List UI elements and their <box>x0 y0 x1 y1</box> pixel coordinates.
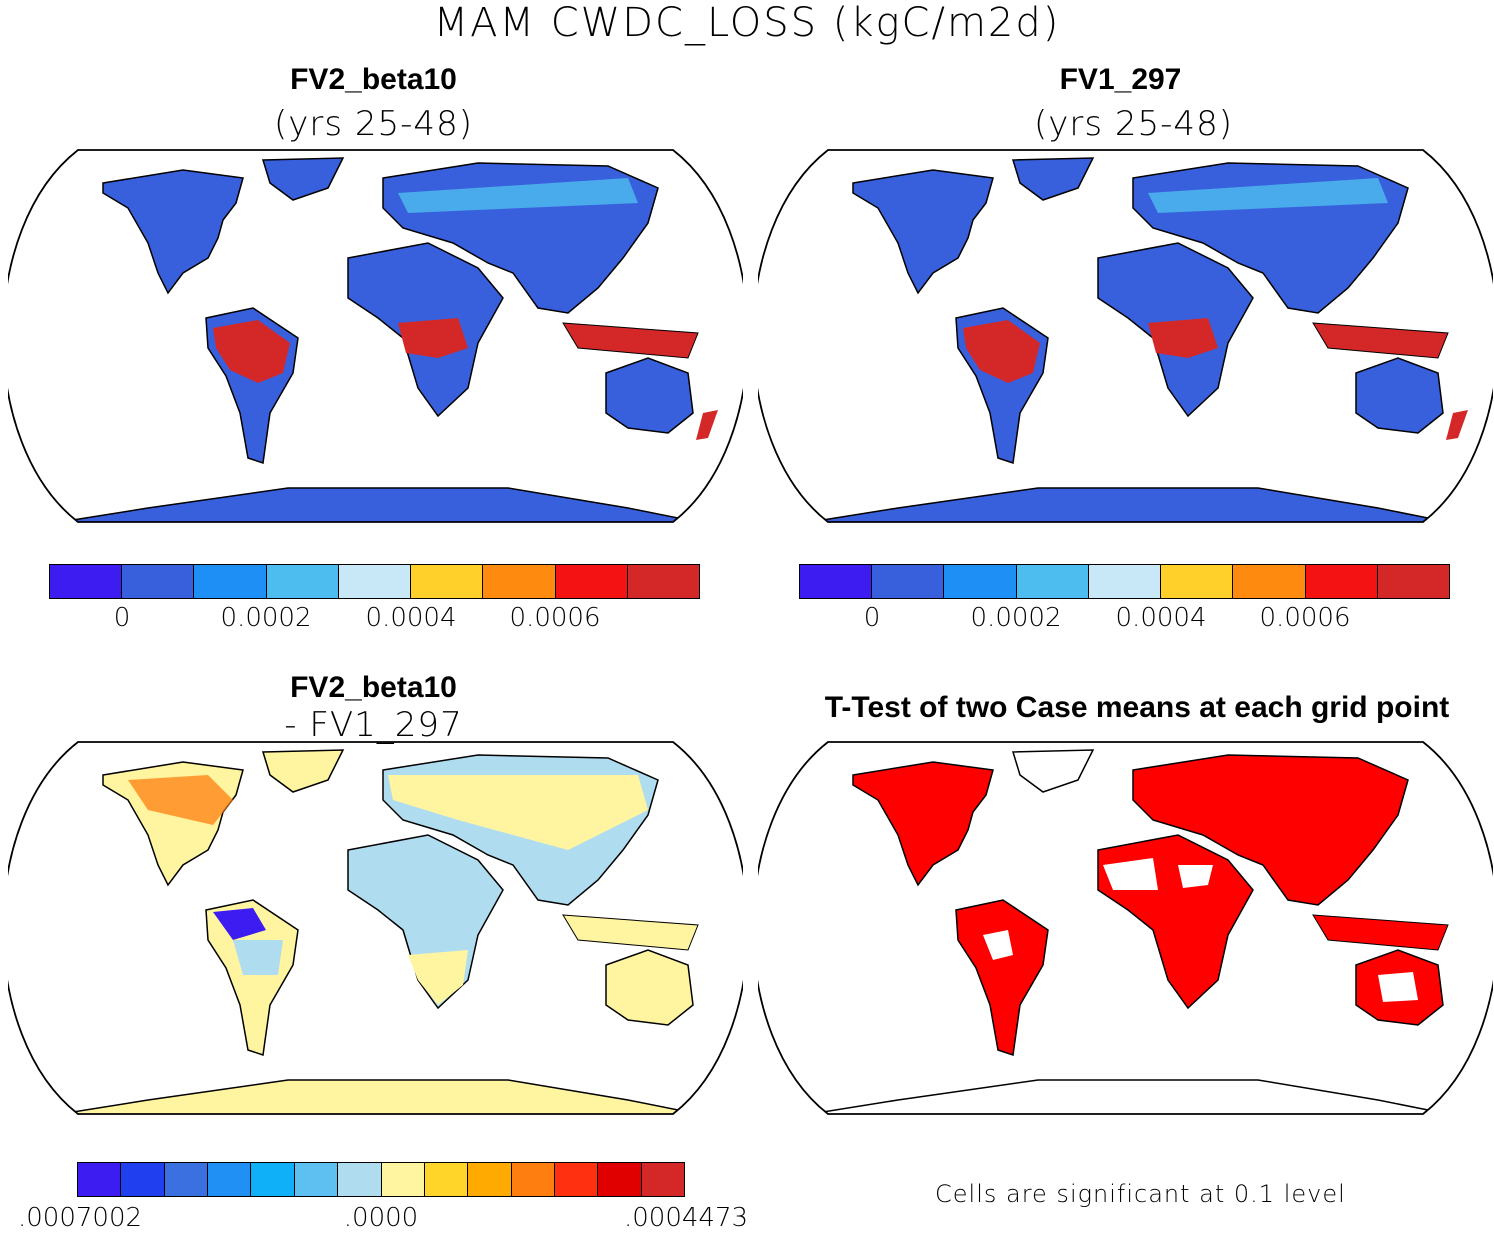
colorbar-tick-label: 0.0002 <box>220 603 312 633</box>
colorbar-swatch <box>1377 565 1449 598</box>
colorbar-swatch <box>164 1163 209 1196</box>
panel3-title: FV2_beta10 <box>290 671 457 704</box>
panel2-land <box>797 157 1468 522</box>
panel3-colorbar <box>77 1162 685 1197</box>
colorbar-swatch <box>208 1163 252 1196</box>
panel2-subtitle: (yrs 25-48) <box>1034 104 1233 144</box>
colorbar-swatch <box>944 565 1017 598</box>
colorbar-swatch <box>800 565 873 598</box>
colorbar-swatch <box>294 1163 339 1196</box>
panel2-colorbar <box>799 564 1450 599</box>
colorbar-swatch <box>1161 565 1234 598</box>
panel4-land <box>797 749 1459 1114</box>
colorbar-tick-label: 0 <box>113 603 131 633</box>
panel3-subtitle: - FV1_297 <box>284 705 463 745</box>
panel4-map <box>758 741 1493 1115</box>
panel2-map <box>758 149 1493 523</box>
colorbar-swatch <box>266 565 339 598</box>
panel3-map <box>8 741 743 1115</box>
colorbar-tick-label: 0 <box>863 603 881 633</box>
colorbar-tick-label: 0.0006 <box>509 603 601 633</box>
colorbar-swatch <box>424 1163 469 1196</box>
colorbar-tick-label: 0.0006 <box>1259 603 1351 633</box>
panel1-title: FV2_beta10 <box>290 63 457 96</box>
panel1-colorbar <box>49 564 700 599</box>
colorbar-swatch <box>338 1163 382 1196</box>
colorbar-swatch <box>78 1163 122 1196</box>
colorbar-swatch <box>468 1163 512 1196</box>
colorbar-swatch <box>1016 565 1089 598</box>
colorbar-swatch <box>1305 565 1378 598</box>
colorbar-swatch <box>50 565 123 598</box>
colorbar-swatch <box>1088 565 1162 598</box>
colorbar-tick-label: 0.0002 <box>970 603 1062 633</box>
colorbar-swatch <box>251 1163 295 1196</box>
colorbar-tick-label: .0007002 <box>17 1203 143 1233</box>
colorbar-swatch <box>338 565 412 598</box>
panel1-subtitle: (yrs 25-48) <box>274 104 473 144</box>
panel1-map <box>8 149 743 523</box>
panel3-land <box>47 749 709 1114</box>
colorbar-swatch <box>381 1163 425 1196</box>
colorbar-swatch <box>627 565 699 598</box>
colorbar-swatch <box>122 565 195 598</box>
colorbar-swatch <box>121 1163 165 1196</box>
colorbar-swatch <box>598 1163 642 1196</box>
colorbar-swatch <box>194 565 267 598</box>
figure-title: MAM CWDC_LOSS (kgC/m2d) <box>433 0 1061 46</box>
colorbar-tick-label: 0.0004 <box>1115 603 1207 633</box>
colorbar-swatch <box>641 1163 685 1196</box>
panel1-land <box>47 157 718 522</box>
panel2-title: FV1_297 <box>1059 63 1182 96</box>
panel4-title: T-Test of two Case means at each grid po… <box>824 691 1450 724</box>
colorbar-swatch <box>1233 565 1306 598</box>
colorbar-swatch <box>483 565 556 598</box>
colorbar-tick-label: 0.0004 <box>365 603 457 633</box>
colorbar-swatch <box>555 565 628 598</box>
colorbar-swatch <box>872 565 945 598</box>
colorbar-swatch <box>554 1163 599 1196</box>
colorbar-tick-label: .0004473 <box>623 1203 749 1233</box>
colorbar-swatch <box>411 565 484 598</box>
significance-footnote: Cells are significant at 0.1 level <box>935 1180 1346 1208</box>
colorbar-swatch <box>511 1163 555 1196</box>
colorbar-tick-label: .0000 <box>343 1203 419 1233</box>
